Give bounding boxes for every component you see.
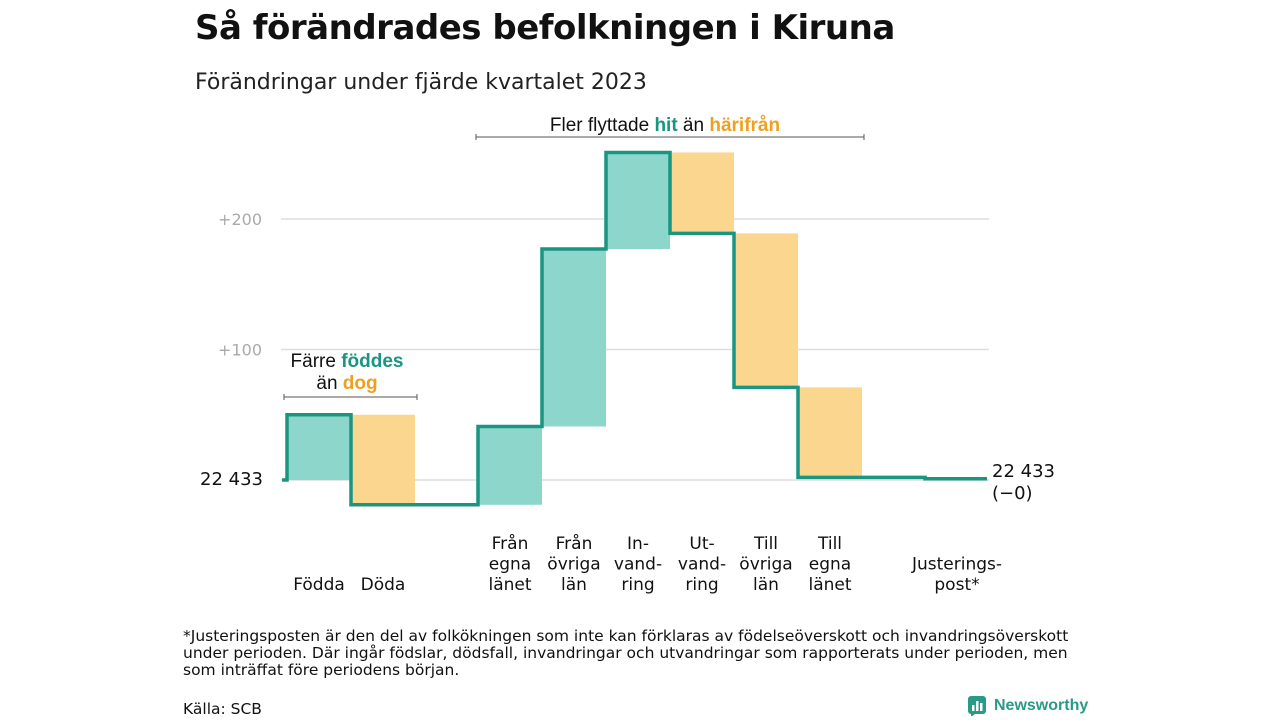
end-change-label: (−0): [992, 483, 1033, 504]
category-label-invandring: In-vand-ring: [614, 534, 662, 595]
category-label-line: länet: [488, 575, 531, 595]
end-value-label: 22 433: [992, 461, 1055, 482]
bars: [287, 152, 862, 505]
bar-fodda: [287, 414, 351, 480]
step-line: [282, 150, 987, 507]
migration-annotation: Fler flyttade hit än härifrån: [550, 115, 780, 136]
footnote: *Justeringsposten är den del av folkökni…: [183, 627, 1069, 679]
step-line-path: [282, 150, 987, 507]
category-label-line: egna: [809, 555, 851, 575]
category-label-line: egna: [489, 555, 531, 575]
category-label-line: Från: [556, 533, 593, 554]
migration-annotation-text: än: [678, 115, 710, 136]
bar-fran_egna_lanet: [478, 426, 542, 505]
category-label-line: Till: [753, 534, 778, 554]
migration-annotation-highlight: härifrån: [709, 115, 780, 136]
category-label-line: länet: [808, 575, 851, 595]
category-label-line: övriga: [739, 555, 792, 575]
chart-title: Så förändrades befolkningen i Kiruna: [195, 8, 895, 48]
births-annotation-text: Färre: [291, 351, 342, 372]
bar-utvandring: [670, 152, 734, 234]
category-label-line: Födda: [293, 575, 345, 595]
category-label-till_egna_lanet: Till egna länet: [808, 534, 851, 595]
category-label-line: Från: [492, 533, 529, 554]
category-label-line: In-: [627, 534, 649, 554]
brand-logo: Newsworthy: [968, 696, 1088, 716]
brand-name: Newsworthy: [994, 697, 1089, 714]
category-label-line: vand-: [678, 555, 726, 575]
y-tick-label: +100: [218, 341, 262, 360]
bar-fran_ovriga_lan: [542, 249, 606, 427]
births-annotation-line2: än dog: [316, 373, 377, 394]
source: Källa: SCB: [183, 700, 262, 718]
category-label-line: övriga: [547, 555, 600, 575]
category-label-line: ring: [621, 575, 654, 595]
y-tick-label: +200: [218, 210, 262, 229]
bar-till_egna_lanet: [798, 387, 862, 478]
newsworthy-logo-icon: [968, 696, 986, 716]
category-label-line: post*: [934, 575, 979, 595]
bar-till_ovriga_lan: [734, 233, 798, 388]
category-label-fran_egna_lanet: Från egna länet: [488, 533, 531, 595]
category-label-line: län: [561, 575, 587, 595]
category-label-fran_ovriga_lan: Från övriga län: [547, 533, 600, 595]
chart-subtitle: Förändringar under fjärde kvartalet 2023: [195, 70, 647, 95]
migration-annotation-highlight: hit: [654, 115, 678, 136]
category-label-line: Ut-: [689, 534, 714, 554]
category-label-line: ring: [685, 575, 718, 595]
births-annotation-highlight: dog: [343, 373, 378, 394]
category-label-line: Till: [817, 534, 842, 554]
category-label-justeringspost: Justerings-post*: [911, 555, 1002, 596]
category-label-line: Justerings-: [911, 555, 1002, 575]
births-annotation-text: än: [316, 373, 342, 394]
category-label-fodda: Födda: [293, 575, 345, 595]
category-label-line: Döda: [361, 575, 406, 595]
baseline-value-label: 22 433: [200, 469, 263, 490]
category-label-utvandring: Ut-vand-ring: [678, 534, 726, 595]
category-label-till_ovriga_lan: Till övriga län: [739, 534, 792, 595]
births-annotation-line1: Färre föddes: [291, 351, 404, 372]
category-label-line: vand-: [614, 555, 662, 575]
births-annotation-highlight: föddes: [341, 351, 403, 372]
category-label-line: län: [753, 575, 779, 595]
category-label-doda: Döda: [361, 575, 406, 595]
migration-annotation-text: Fler flyttade: [550, 115, 655, 136]
bar-doda: [351, 414, 415, 505]
bar-invandring: [606, 152, 670, 250]
